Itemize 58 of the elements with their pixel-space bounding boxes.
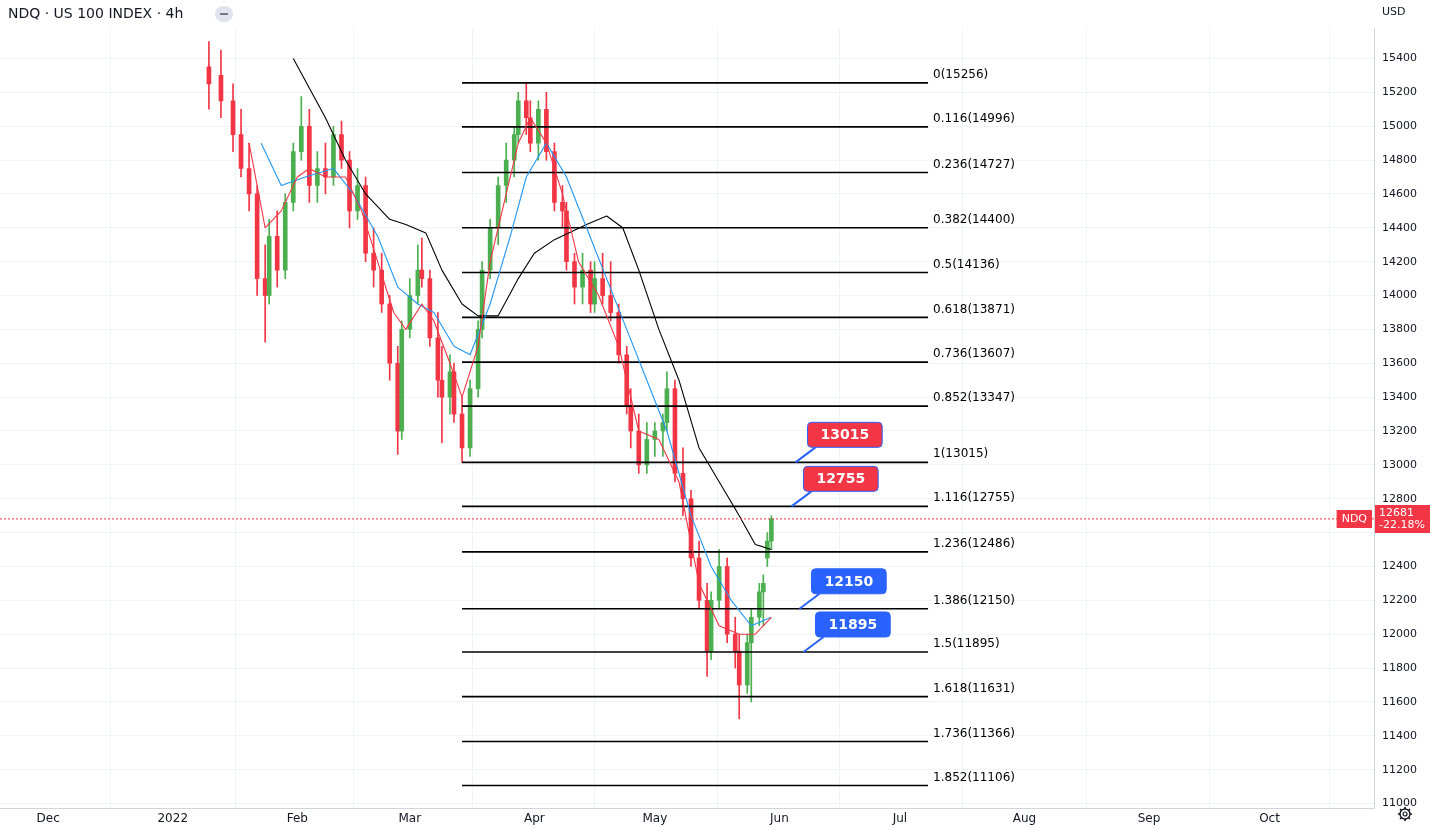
text: -22.18%: [1379, 517, 1425, 531]
x-tick-label: Feb: [286, 810, 308, 825]
series-label: 1.852(11106): [933, 769, 1015, 784]
y-tick-label: 11000: [1382, 796, 1417, 810]
y-tick-label: 13600: [1382, 356, 1417, 370]
y-tick-label: 14400: [1382, 220, 1417, 234]
text: 12681: [1379, 505, 1414, 519]
series-label: 1.236(12486): [933, 536, 1015, 551]
series-label: 1.386(12150): [933, 592, 1015, 607]
series-label: 1.116(12755): [933, 490, 1015, 505]
x-tick-label: Oct: [1259, 810, 1281, 825]
y-tick-label: 14600: [1382, 186, 1417, 200]
series-label: 0.736(13607): [933, 346, 1015, 361]
x-tick-label: Mar: [398, 810, 422, 825]
series-label: 1(13015): [933, 446, 989, 461]
series-label: 0(15256): [933, 66, 989, 81]
y-tick-label: 14800: [1382, 152, 1417, 166]
series-label: 0.382(14400): [933, 211, 1015, 226]
series-label: 1.618(11631): [933, 680, 1015, 695]
chart-title: NDQ · US 100 INDEX · 4h: [8, 5, 184, 21]
y-tick-label: 14200: [1382, 254, 1417, 268]
y-axis-title: USD: [1382, 4, 1406, 18]
series-label: 1.5(11895): [933, 636, 1000, 651]
y-tick-label: 12000: [1382, 627, 1417, 641]
y-tick-label: 13800: [1382, 322, 1417, 336]
y-tick-label: 11200: [1382, 762, 1417, 776]
y-tick-label: 12200: [1382, 593, 1417, 607]
x-tick-label: Apr: [523, 810, 545, 825]
y-tick-label: 11400: [1382, 728, 1417, 742]
series-label: 0.5(14136): [933, 256, 1000, 271]
y-tick-label: 15200: [1382, 85, 1417, 99]
y-tick-label: 15000: [1382, 119, 1417, 133]
y-tick-label: 12400: [1382, 559, 1417, 573]
annotation: 11895: [828, 616, 878, 633]
series-label: 1.736(11366): [933, 725, 1015, 740]
x-tick-label: Dec: [36, 810, 60, 825]
series-label: 0.236(14727): [933, 156, 1015, 171]
x-tick-label: Aug: [1012, 810, 1037, 825]
y-tick-label: 14000: [1382, 288, 1417, 302]
y-tick-label: 12800: [1382, 491, 1417, 505]
annotation: 13015: [820, 426, 870, 443]
series-label: 0.116(14996): [933, 111, 1015, 126]
x-tick-label: May: [642, 810, 668, 825]
y-tick-label: 11600: [1382, 694, 1417, 708]
y-tick-label: 11800: [1382, 660, 1417, 674]
annotation: 12150: [824, 572, 874, 589]
x-tick-label: 2022: [157, 810, 189, 825]
annotation: 12755: [816, 470, 866, 487]
x-tick-label: Jul: [891, 810, 908, 825]
x-tick-label: Jun: [769, 810, 789, 825]
series-label: 0.618(13871): [933, 301, 1015, 316]
y-tick-label: 13400: [1382, 389, 1417, 403]
series-label: 0.852(13347): [933, 390, 1015, 405]
y-tick-label: 15400: [1382, 51, 1417, 65]
y-tick-label: 13000: [1382, 457, 1417, 471]
y-tick-label: 13200: [1382, 423, 1417, 437]
ref-line-label: NDQ: [1341, 511, 1368, 525]
x-tick-label: Sep: [1137, 810, 1161, 825]
